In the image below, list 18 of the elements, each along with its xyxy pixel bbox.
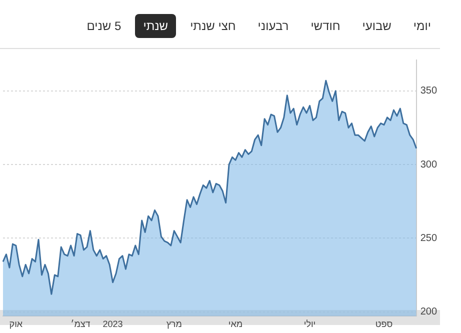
x-tick-label: דצמ׳: [70, 319, 90, 330]
x-tick-label: מאי: [228, 319, 243, 330]
y-tick-label: 200: [420, 306, 438, 318]
text: 5 שנים: [86, 18, 122, 35]
text: יומי: [412, 18, 432, 35]
x-tick-label: ספט: [375, 319, 393, 330]
y-tick-label: 350: [420, 86, 438, 97]
text: שנתי: [135, 14, 176, 38]
y-tick-label: 300: [420, 159, 438, 170]
text: רבעוני: [256, 18, 290, 35]
x-tick-label: מרץ: [166, 319, 182, 330]
x-tick-label: 2023: [102, 319, 123, 330]
x-tick-label: אוק: [9, 319, 23, 330]
text: חצי שנתי: [189, 18, 237, 35]
text: חודשי: [310, 18, 342, 35]
x-tick-label: יולי: [304, 319, 316, 330]
text: שבועי: [361, 18, 392, 35]
y-tick-label: 250: [420, 232, 438, 244]
